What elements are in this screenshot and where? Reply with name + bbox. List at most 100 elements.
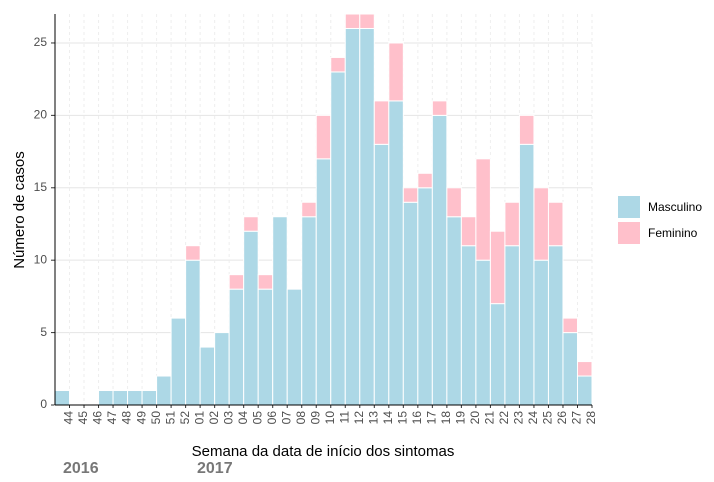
x-tick-label: 06 [265,411,279,425]
x-tick-label: 23 [512,411,526,425]
x-tick-label: 14 [381,411,395,425]
bar-segment [243,216,259,232]
bar-segment [373,143,390,406]
x-tick-label: 52 [178,411,192,425]
bar-segment [576,375,593,406]
bar-segment [344,13,361,29]
y-tick-label: 20 [34,108,48,122]
x-tick-label: 22 [497,411,511,425]
bar-segment [141,390,158,406]
bar-segment [315,114,332,160]
x-tick-label: 24 [526,411,540,425]
bar-segment [315,158,332,406]
legend-label: Feminino [648,226,698,240]
legend-label: Masculino [648,200,702,214]
bar-segment [257,288,274,406]
x-tick-label: 17 [425,411,439,425]
x-tick-label: 20 [468,411,482,425]
x-tick-label: 12 [352,411,366,425]
x-tick-label: 21 [483,411,497,425]
bar-segment [518,114,535,145]
bar-segment [257,274,274,290]
x-tick-label: 03 [221,411,235,425]
bar-segment [359,13,375,29]
x-tick-label: 45 [76,411,90,425]
x-tick-label: 26 [555,411,569,425]
bar-segment [562,317,578,334]
bar-segment [228,274,245,290]
x-tick-label: 50 [149,411,163,425]
x-tick-label: 04 [236,411,250,425]
bar-segment [228,288,245,406]
bar-segment [301,201,317,218]
bar-segment [460,216,477,247]
bar-segment [185,259,201,406]
x-tick-label: 07 [279,411,293,425]
bar-segment [286,288,303,406]
bar-segment [359,27,375,406]
bar-segment [547,245,564,406]
bar-segment [402,187,419,203]
bar-segment [518,143,535,406]
bar-segment [156,375,172,406]
bar-segment [431,114,448,406]
x-tick-label: 46 [91,411,105,425]
year-label: 2017 [197,460,233,477]
bar-segment [98,390,114,406]
bar-segment [199,346,216,406]
x-tick-label: 05 [250,411,264,425]
bar-segment [127,390,143,406]
bar-segment [533,259,549,406]
x-tick-label: 51 [163,411,177,425]
bar-segment [402,201,419,406]
legend-swatch [618,222,640,244]
x-tick-label: 18 [439,411,453,425]
bar-segment [388,42,404,102]
y-tick-label: 0 [40,397,47,411]
x-tick-label: 16 [410,411,424,425]
x-tick-label: 25 [541,411,555,425]
x-tick-label: 08 [294,411,308,425]
x-tick-label: 01 [192,411,206,425]
x-tick-label: 11 [337,411,351,424]
x-tick-label: 28 [584,411,598,425]
bar-segment [446,187,462,218]
x-tick-label: 13 [366,411,380,425]
bar-segment [460,245,477,406]
y-tick-label: 25 [34,35,48,49]
bar-segment [54,390,71,406]
bar-segment [475,158,491,261]
y-tick-label: 5 [40,325,47,339]
bar-segment [417,172,433,189]
bar-segment [185,245,201,261]
bar-segment [504,245,520,406]
bar-segment [330,56,346,73]
y-axis-label: Número de casos [11,151,28,269]
x-tick-label: 27 [570,411,584,425]
bar-segment [272,216,288,406]
x-tick-label: 49 [134,411,148,425]
legend-swatch [618,196,640,218]
bar-segment [562,332,578,406]
bar-segment [446,216,462,406]
bar-segment [576,361,593,377]
bar-segment [243,230,259,406]
bar-segment [344,27,361,406]
bar-segment [431,100,448,116]
x-tick-label: 47 [105,411,119,425]
year-label: 2016 [63,460,99,477]
x-tick-label: 10 [323,411,337,425]
bar-segment [475,259,491,406]
x-tick-label: 44 [62,411,76,425]
x-tick-label: 09 [308,411,322,425]
x-axis-label: Semana da data de início dos sintomas [192,443,455,460]
bar-segment [417,187,433,406]
x-tick-label: 19 [454,411,468,425]
bar-segment [533,187,549,261]
bar-segment [301,216,317,406]
bar-segment [388,100,404,406]
bar-segment [330,71,346,406]
x-tick-label: 48 [120,411,134,425]
bar-segment [489,303,506,406]
